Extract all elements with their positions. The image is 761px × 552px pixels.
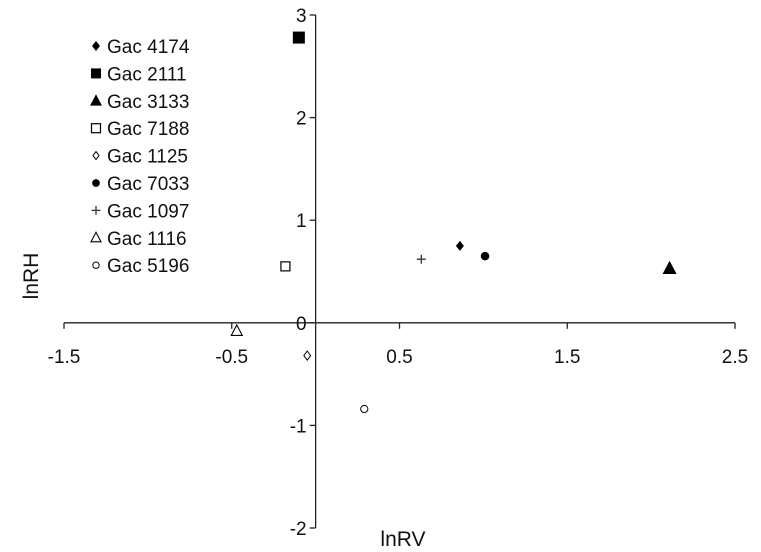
legend-marker xyxy=(92,261,100,269)
data-point xyxy=(480,251,490,261)
data-point xyxy=(280,261,291,272)
legend-item: Gac 2111 xyxy=(91,64,187,85)
legend-label: Gac 7188 xyxy=(107,119,189,140)
legend-item: Gac 4174 xyxy=(92,37,190,58)
x-tick-label: 1.5 xyxy=(554,347,580,368)
legend-label: Gac 1125 xyxy=(107,147,188,168)
x-ticks: -1.5 -0.5 0.5 1.5 2.5 xyxy=(48,322,748,368)
legend-item: Gac 3133 xyxy=(90,92,189,113)
y-tick-label: 2 xyxy=(296,109,307,130)
legend-marker xyxy=(91,205,101,215)
x-tick-label: -0.5 xyxy=(215,347,248,368)
x-axis-title: lnRV xyxy=(380,528,425,551)
x-tick-label: -1.5 xyxy=(48,347,81,368)
legend-label: Gac 1116 xyxy=(107,229,187,250)
legend-marker xyxy=(92,150,100,161)
data-point xyxy=(662,260,677,275)
data-point xyxy=(416,254,426,264)
legend-label: Gac 5196 xyxy=(107,256,189,277)
legend-marker xyxy=(90,94,102,106)
legend-marker xyxy=(90,123,102,134)
legend-item: Gac 7033 xyxy=(92,174,189,195)
legend-marker xyxy=(91,68,101,79)
data-point xyxy=(303,350,312,361)
legend-marker xyxy=(92,179,100,187)
y-tick-label: 0 xyxy=(296,314,307,335)
legend-marker xyxy=(90,231,102,243)
legend: Gac 4174 Gac 2111 Gac 3133 Gac 7188 Gac 1125… xyxy=(90,37,190,277)
data-points xyxy=(230,31,677,414)
y-tick-label: -2 xyxy=(290,519,307,540)
legend-label: Gac 4174 xyxy=(107,37,190,58)
legend-item: Gac 1116 xyxy=(90,229,187,250)
y-tick-label: 3 xyxy=(296,6,307,27)
legend-item: Gac 7188 xyxy=(90,119,189,140)
data-point xyxy=(455,240,464,251)
y-axis-title: lnRH xyxy=(20,253,43,300)
legend-item: Gac 1097 xyxy=(91,201,189,222)
data-point xyxy=(230,323,244,336)
y-tick-label: -1 xyxy=(290,416,307,437)
legend-item: Gac 1125 xyxy=(92,147,188,168)
legend-label: Gac 3133 xyxy=(107,92,189,113)
legend-item: Gac 5196 xyxy=(92,256,189,277)
y-ticks: -2 -1 0 1 2 3 xyxy=(290,6,316,540)
x-tick-label: 0.5 xyxy=(386,347,412,368)
legend-marker xyxy=(92,41,100,51)
data-point xyxy=(360,404,369,414)
y-tick-label: 1 xyxy=(296,211,307,232)
x-tick-label: 2.5 xyxy=(722,347,748,368)
data-point xyxy=(292,31,305,44)
legend-label: Gac 7033 xyxy=(107,174,189,195)
legend-label: Gac 1097 xyxy=(107,201,189,222)
legend-label: Gac 2111 xyxy=(107,64,187,85)
